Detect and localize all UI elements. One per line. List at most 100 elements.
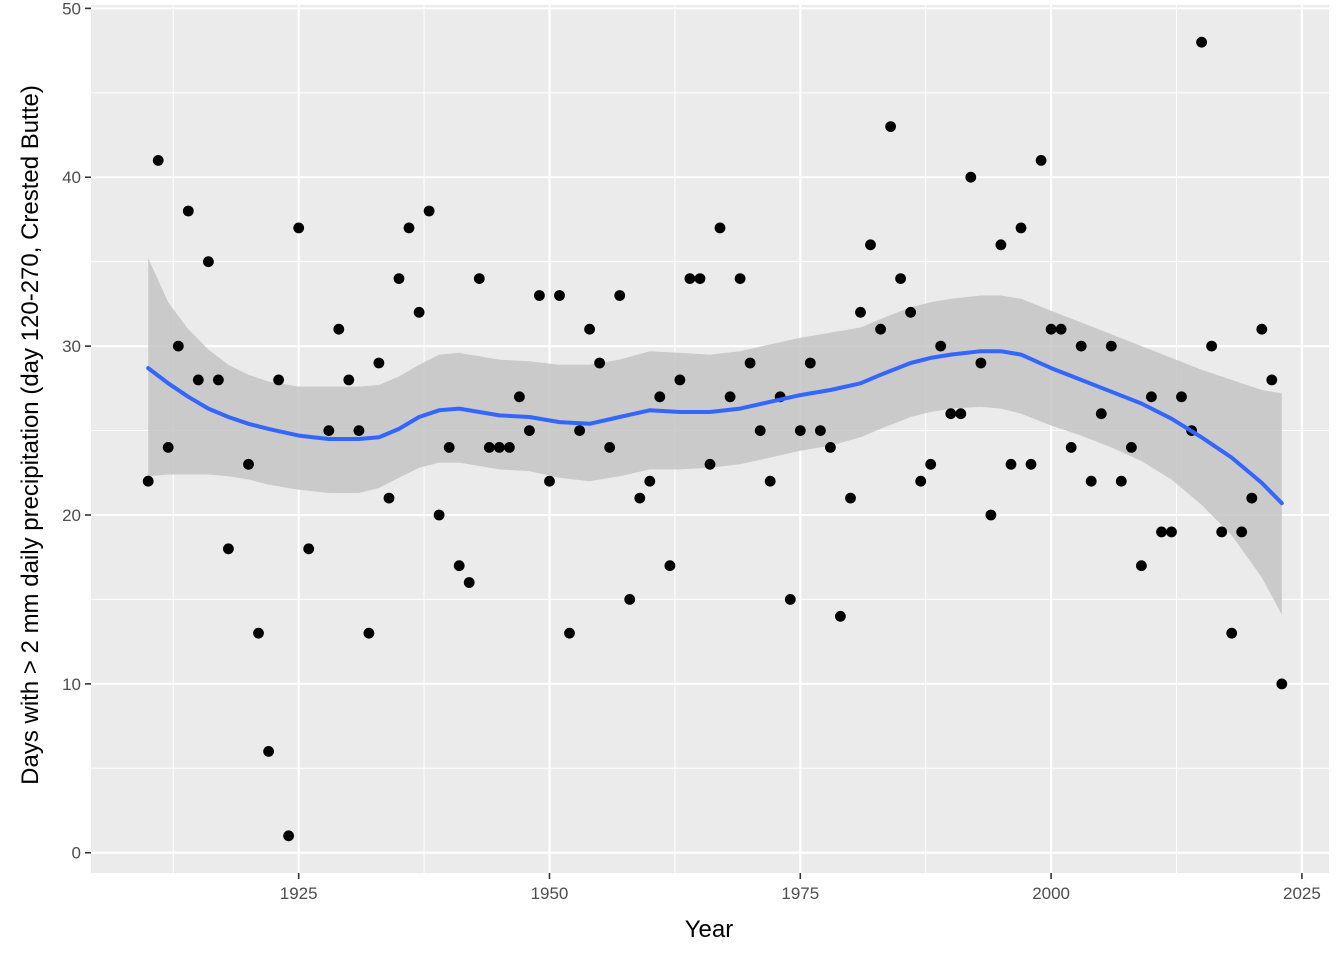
- data-point: [373, 357, 385, 369]
- data-point: [1226, 627, 1238, 639]
- data-point: [634, 492, 646, 504]
- data-point: [473, 273, 485, 284]
- data-point: [1236, 526, 1248, 538]
- data-point: [273, 374, 284, 386]
- y-tick-label: 30: [62, 337, 81, 356]
- data-point: [1156, 526, 1167, 538]
- data-point: [564, 627, 575, 639]
- data-point: [624, 594, 636, 605]
- x-axis-title: Year: [685, 916, 734, 943]
- data-point: [925, 458, 937, 470]
- data-point: [714, 222, 726, 234]
- data-point: [554, 290, 565, 301]
- data-point: [865, 239, 876, 251]
- data-point: [383, 492, 395, 504]
- data-point: [704, 458, 716, 470]
- data-point: [845, 492, 856, 504]
- data-point: [162, 442, 174, 453]
- data-point: [584, 323, 595, 335]
- data-point: [965, 171, 977, 183]
- y-tick-label: 10: [62, 675, 81, 694]
- data-point: [945, 408, 957, 420]
- x-tick-label: 1975: [781, 884, 819, 903]
- smooth-line-layer: [146, 349, 1284, 506]
- data-point: [514, 391, 525, 403]
- data-point: [1206, 340, 1217, 352]
- data-point: [815, 425, 826, 436]
- data-point: [483, 442, 495, 453]
- data-point: [544, 475, 555, 487]
- data-point: [915, 475, 927, 487]
- data-point: [1166, 526, 1177, 538]
- data-point: [1266, 374, 1278, 386]
- data-point: [1085, 475, 1097, 487]
- data-point: [393, 273, 405, 284]
- data-point: [524, 425, 535, 436]
- y-tick-label: 40: [62, 168, 81, 187]
- data-point: [764, 475, 776, 487]
- x-axis: 1925 1950 1975 2000 2025: [280, 873, 1321, 903]
- confidence-ribbon-layer: [148, 258, 1282, 615]
- data-point: [1246, 492, 1258, 504]
- data-point: [754, 425, 766, 436]
- data-point: [594, 357, 605, 369]
- data-point: [142, 475, 154, 487]
- data-point: [463, 577, 475, 588]
- data-point: [333, 323, 345, 335]
- data-point: [875, 323, 886, 335]
- data-point: [1065, 442, 1077, 453]
- x-tick-label: 2000: [1032, 884, 1070, 903]
- data-point: [152, 155, 164, 166]
- y-axis: 0 10 20 30 40 50: [62, 0, 91, 863]
- data-points-layer: [142, 36, 1288, 842]
- data-point: [534, 290, 545, 301]
- x-tick-label: 2025: [1283, 884, 1321, 903]
- data-point: [493, 442, 505, 453]
- data-point: [263, 746, 274, 757]
- data-point: [433, 509, 445, 521]
- smooth-trend-line: [146, 349, 1284, 506]
- data-point: [1136, 560, 1147, 572]
- data-point: [1045, 323, 1057, 335]
- data-point: [182, 205, 194, 217]
- data-point: [604, 442, 616, 453]
- data-point: [1095, 408, 1107, 420]
- data-point: [453, 560, 465, 572]
- data-point: [223, 543, 234, 555]
- data-point: [935, 340, 947, 352]
- data-point: [664, 560, 676, 572]
- data-point: [293, 222, 305, 234]
- data-point: [243, 458, 254, 470]
- confidence-ribbon: [148, 258, 1282, 615]
- data-point: [1216, 526, 1228, 538]
- data-point: [213, 374, 224, 386]
- data-point: [975, 357, 987, 369]
- data-point: [654, 391, 666, 403]
- data-point: [1025, 458, 1037, 470]
- data-point: [895, 273, 906, 284]
- data-point: [323, 425, 335, 436]
- data-point: [1196, 36, 1207, 48]
- data-point: [734, 273, 746, 284]
- data-point: [955, 408, 967, 420]
- data-point: [1105, 340, 1117, 352]
- data-point: [744, 357, 756, 369]
- data-point: [1035, 155, 1047, 166]
- data-point: [1055, 323, 1067, 335]
- data-point: [1115, 475, 1127, 487]
- data-point: [995, 239, 1007, 251]
- data-point: [784, 594, 796, 605]
- data-point: [724, 391, 736, 403]
- data-point: [614, 290, 626, 301]
- data-point: [1075, 340, 1087, 352]
- data-point: [644, 475, 656, 487]
- data-point: [985, 509, 997, 521]
- data-point: [443, 442, 455, 453]
- data-point: [1256, 323, 1268, 335]
- data-point: [1146, 391, 1157, 403]
- data-point: [1176, 391, 1187, 403]
- data-point: [363, 627, 375, 639]
- data-point: [343, 374, 355, 386]
